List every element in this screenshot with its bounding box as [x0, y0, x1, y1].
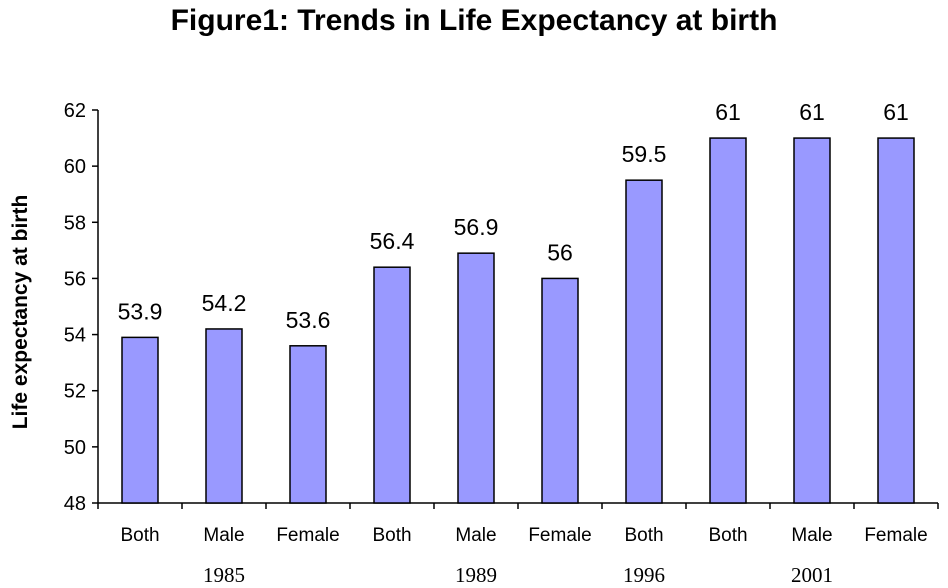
data-label: 61	[715, 99, 741, 125]
chart-title: Figure1: Trends in Life Expectancy at bi…	[170, 4, 778, 37]
x-category-label: Both	[372, 525, 411, 546]
bar	[205, 328, 243, 504]
bar	[121, 336, 159, 504]
data-label: 56	[547, 239, 573, 265]
x-category-label: Female	[528, 525, 591, 546]
bar	[625, 179, 663, 504]
labels: 53.9 Both 54.2 Male 53.6 Female 56.4 Both 56.9 Ma…	[118, 99, 928, 587]
y-axis-title-group: Life expectancy at birth	[9, 195, 32, 430]
data-label: 56.9	[454, 214, 499, 240]
data-label: 59.5	[622, 141, 667, 167]
x-category-label: Male	[791, 525, 832, 546]
x-group-label: 1996	[623, 563, 665, 587]
y-tick-label: 48	[64, 493, 86, 515]
x-group-label: 1985	[203, 563, 245, 587]
y-tick-label: 62	[64, 100, 86, 122]
bar	[709, 137, 747, 504]
x-category-label: Male	[455, 525, 496, 546]
x-category-label: Female	[276, 525, 339, 546]
x-category-label: Both	[120, 525, 159, 546]
x-category-label: Male	[203, 525, 244, 546]
data-label: 61	[799, 99, 825, 125]
data-label: 53.9	[118, 298, 163, 324]
y-tick-label: 54	[64, 325, 86, 347]
bar	[289, 345, 327, 504]
data-label: 53.6	[286, 307, 331, 333]
y-tick-label: 58	[64, 212, 86, 234]
y-axis-title: Life expectancy at birth	[9, 195, 32, 430]
x-category-label: Both	[624, 525, 663, 546]
y-tick-label: 56	[64, 268, 86, 290]
x-group-label: 1989	[455, 563, 497, 587]
data-label: 56.4	[370, 228, 415, 254]
bar	[793, 137, 831, 504]
data-label: 54.2	[202, 290, 247, 316]
x-category-label: Both	[708, 525, 747, 546]
y-tick-label: 50	[64, 437, 86, 459]
data-label: 61	[883, 99, 909, 125]
bar	[457, 252, 495, 504]
bar	[877, 137, 915, 504]
y-tick-label: 52	[64, 381, 86, 403]
bar	[541, 277, 579, 504]
bar	[373, 266, 411, 504]
x-group-label: 2001	[791, 563, 833, 587]
bars	[121, 137, 915, 504]
y-tick-label: 60	[64, 156, 86, 178]
x-category-label: Female	[864, 525, 927, 546]
